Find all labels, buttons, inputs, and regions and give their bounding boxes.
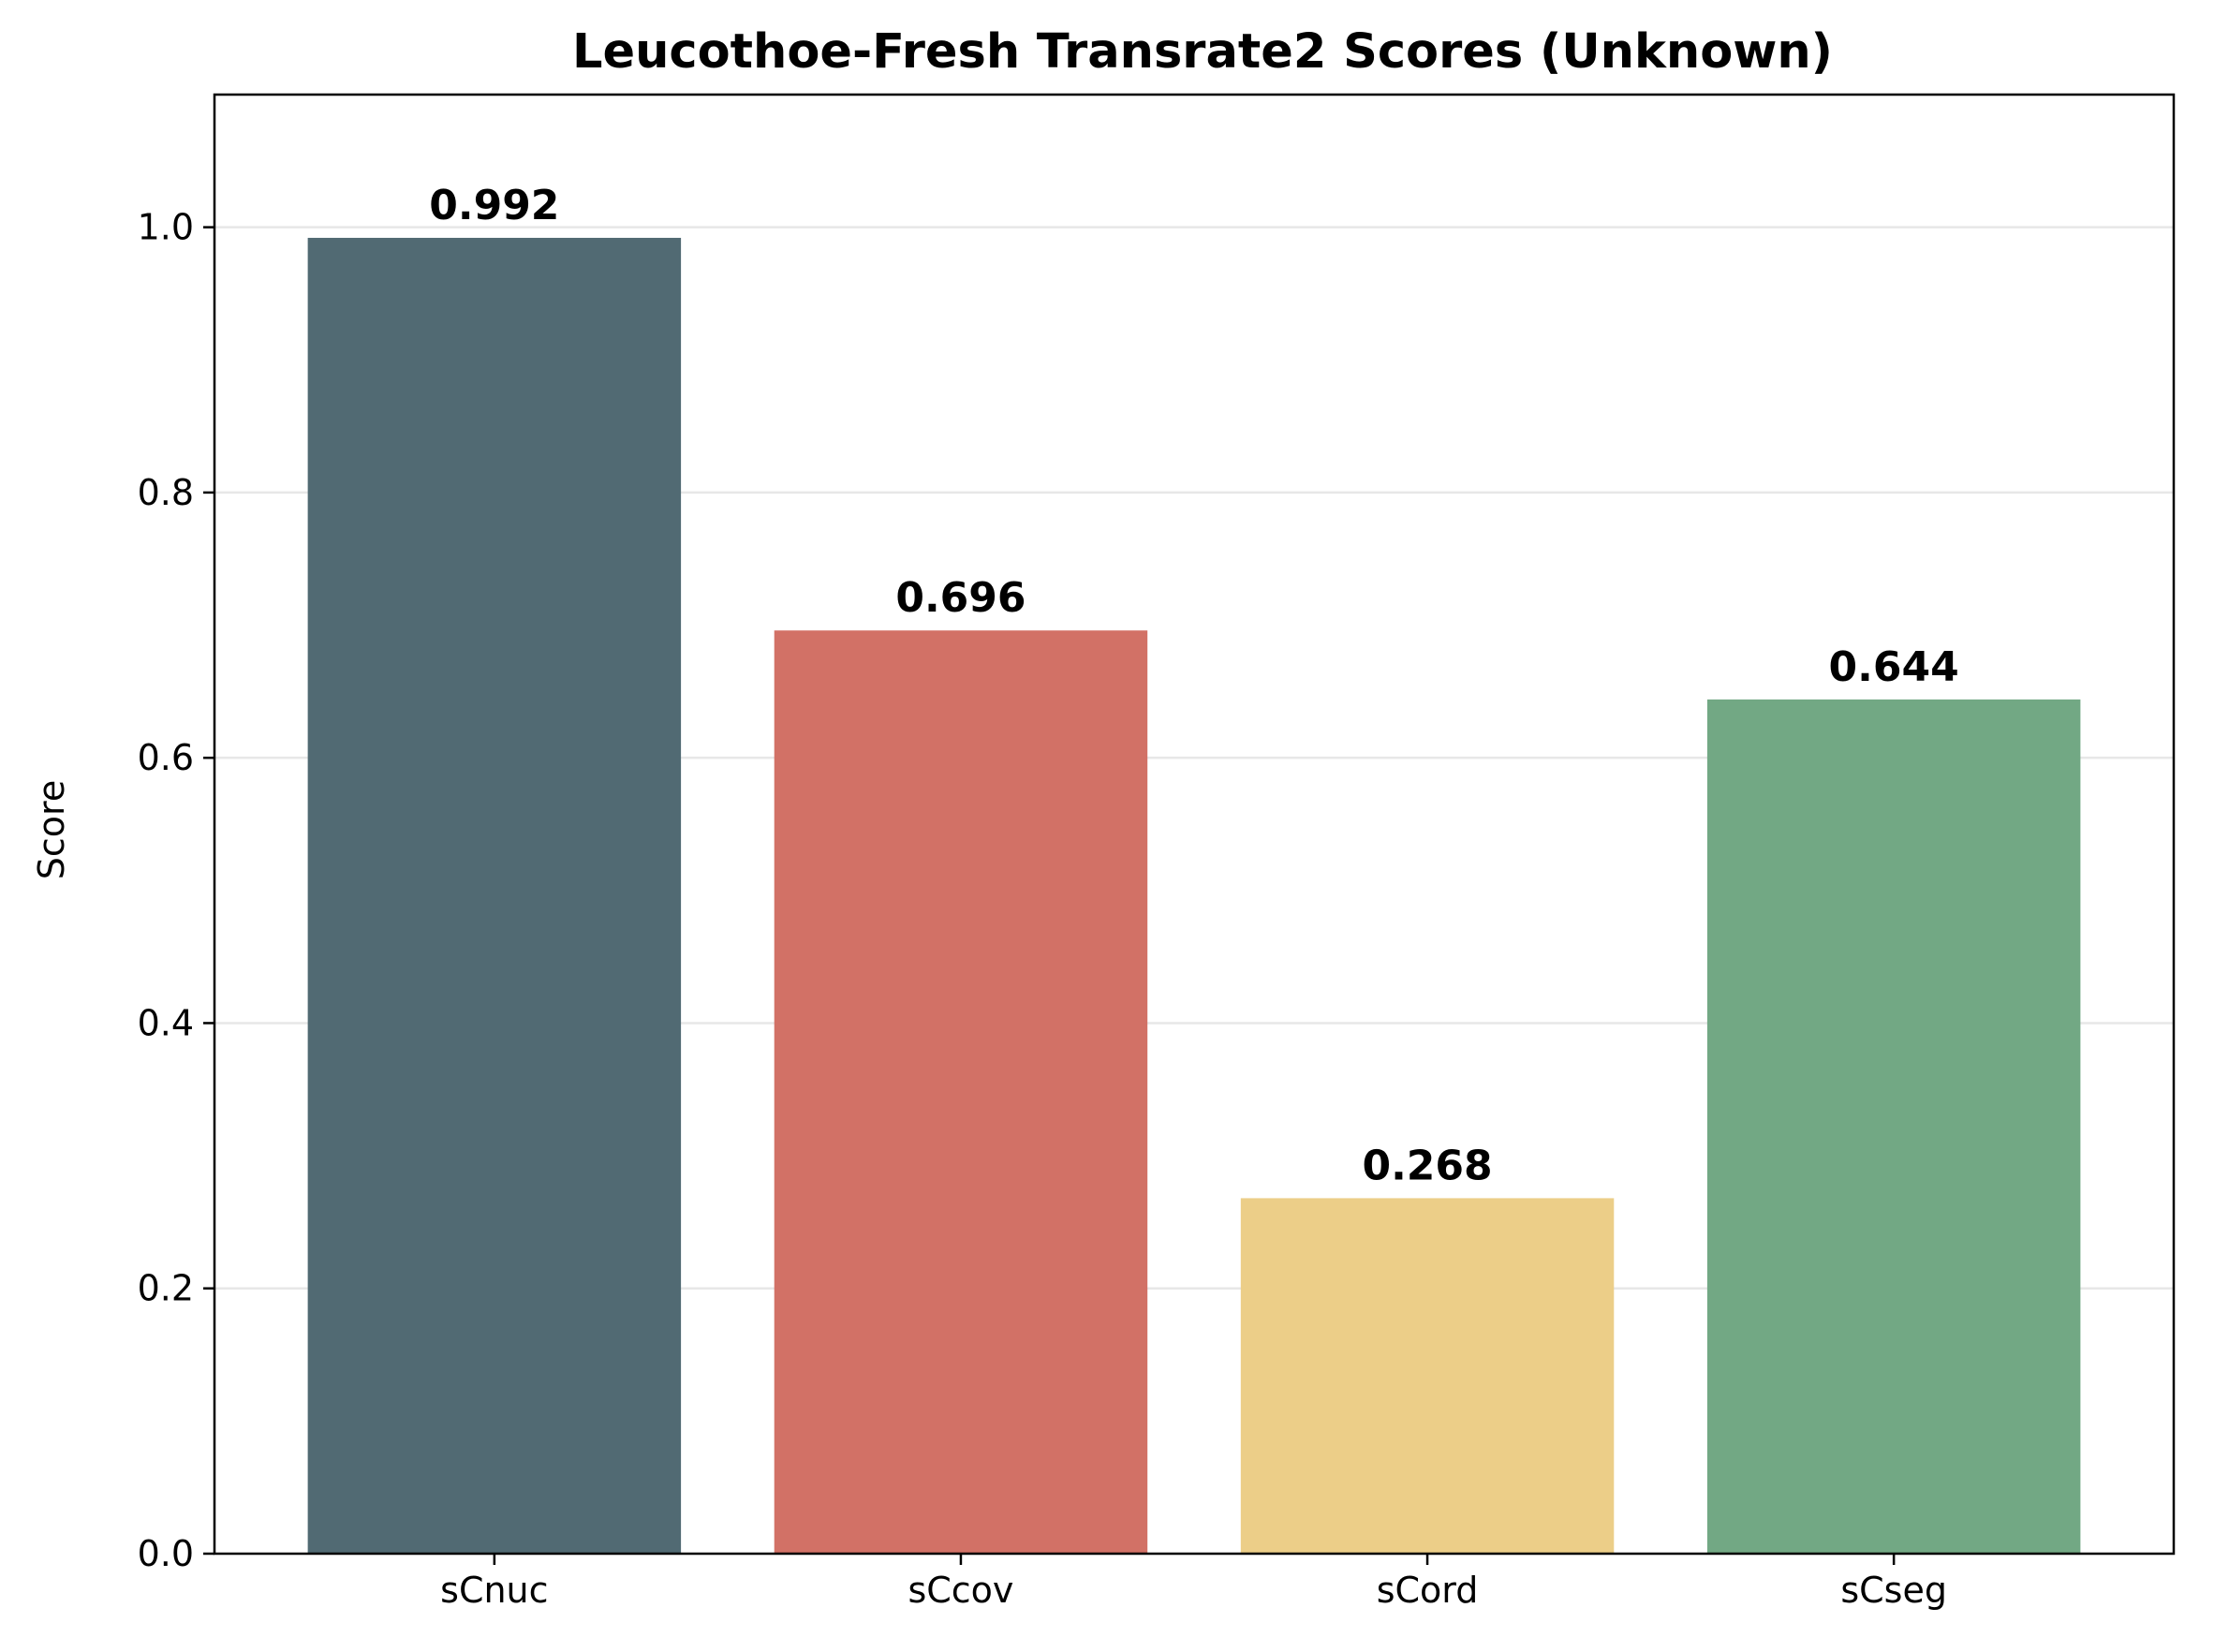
y-tick-label: 0.2 bbox=[138, 1268, 194, 1309]
y-tick-label: 0.0 bbox=[138, 1533, 194, 1574]
bar-sCnuc bbox=[307, 237, 682, 1554]
x-tick-label-sCcov: sCcov bbox=[908, 1570, 1013, 1611]
data-label-sCseg: 0.644 bbox=[1829, 643, 1959, 691]
data-label-sCcov: 0.696 bbox=[895, 574, 1026, 622]
data-labels: 0.992 0.696 0.268 0.644 bbox=[429, 182, 1958, 1189]
data-label-sCnuc: 0.992 bbox=[429, 182, 559, 229]
y-axis-label: Score bbox=[31, 780, 72, 879]
y-tick-label: 0.4 bbox=[138, 1002, 194, 1043]
bar-sCord bbox=[1240, 1198, 1615, 1554]
y-tick-label: 1.0 bbox=[138, 207, 194, 248]
x-tick-label-sCnuc: sCnuc bbox=[440, 1570, 548, 1611]
data-label-sCord: 0.268 bbox=[1362, 1142, 1492, 1189]
x-axis-ticks: sCnuc sCcov sCord sCseg bbox=[440, 1554, 1947, 1611]
y-axis-ticks: 0.0 0.2 0.4 0.6 0.8 1.0 bbox=[138, 207, 214, 1574]
chart-title: Leucothoe-Fresh Transrate2 Scores (Unkno… bbox=[572, 24, 1833, 80]
plot-frame bbox=[213, 93, 2176, 1556]
bar-sCseg bbox=[1706, 699, 2081, 1554]
x-tick-label-sCseg: sCseg bbox=[1840, 1570, 1947, 1611]
x-tick-label-sCord: sCord bbox=[1377, 1570, 1479, 1611]
bars bbox=[307, 237, 2081, 1554]
y-tick-label: 0.8 bbox=[138, 472, 194, 513]
y-tick-label: 0.6 bbox=[138, 737, 194, 778]
bar-sCcov bbox=[774, 630, 1148, 1554]
